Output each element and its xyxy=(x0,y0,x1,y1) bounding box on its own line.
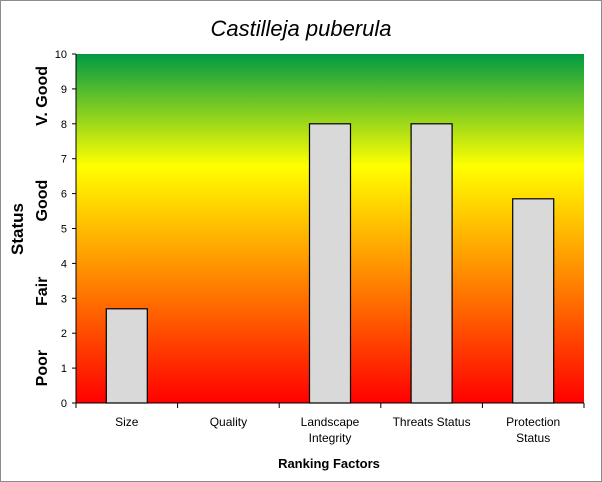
y-tick-label: 3 xyxy=(61,293,67,305)
status-band-label: Good xyxy=(34,180,51,222)
x-tick-label-landscape-integrity: Landscape Integrity xyxy=(301,415,360,445)
y-tick-label: 8 xyxy=(61,119,67,131)
y-tick-label: 10 xyxy=(55,49,67,61)
x-tick-label-protection-status: Protection Status xyxy=(506,415,560,445)
bar-threats-status xyxy=(410,123,453,404)
y-tick-label: 0 xyxy=(61,398,67,410)
status-band-label: Poor xyxy=(34,350,51,386)
y-tick-label: 2 xyxy=(61,328,67,340)
chart-title: Castilleja puberula xyxy=(211,16,392,41)
x-tick-label-quality: Quality xyxy=(210,415,247,429)
x-tick-label-size: Size xyxy=(115,415,139,429)
status-band-label: V. Good xyxy=(34,66,51,126)
y-tick-label: 1 xyxy=(61,363,67,375)
bar-landscape-integrity xyxy=(308,123,352,404)
bar-size xyxy=(105,308,148,404)
bar-protection-status xyxy=(512,198,555,404)
y-tick-label: 6 xyxy=(61,189,67,201)
y-tick-label: 4 xyxy=(61,258,67,270)
status-band-label: Fair xyxy=(34,277,51,306)
y-axis-title: Status xyxy=(8,203,27,255)
x-tick-label-threats-status: Threats Status xyxy=(393,415,471,429)
x-axis-title: Ranking Factors xyxy=(278,456,380,471)
y-tick-label: 7 xyxy=(61,154,67,166)
y-tick-label: 5 xyxy=(61,224,67,236)
y-tick-label: 9 xyxy=(61,84,67,96)
